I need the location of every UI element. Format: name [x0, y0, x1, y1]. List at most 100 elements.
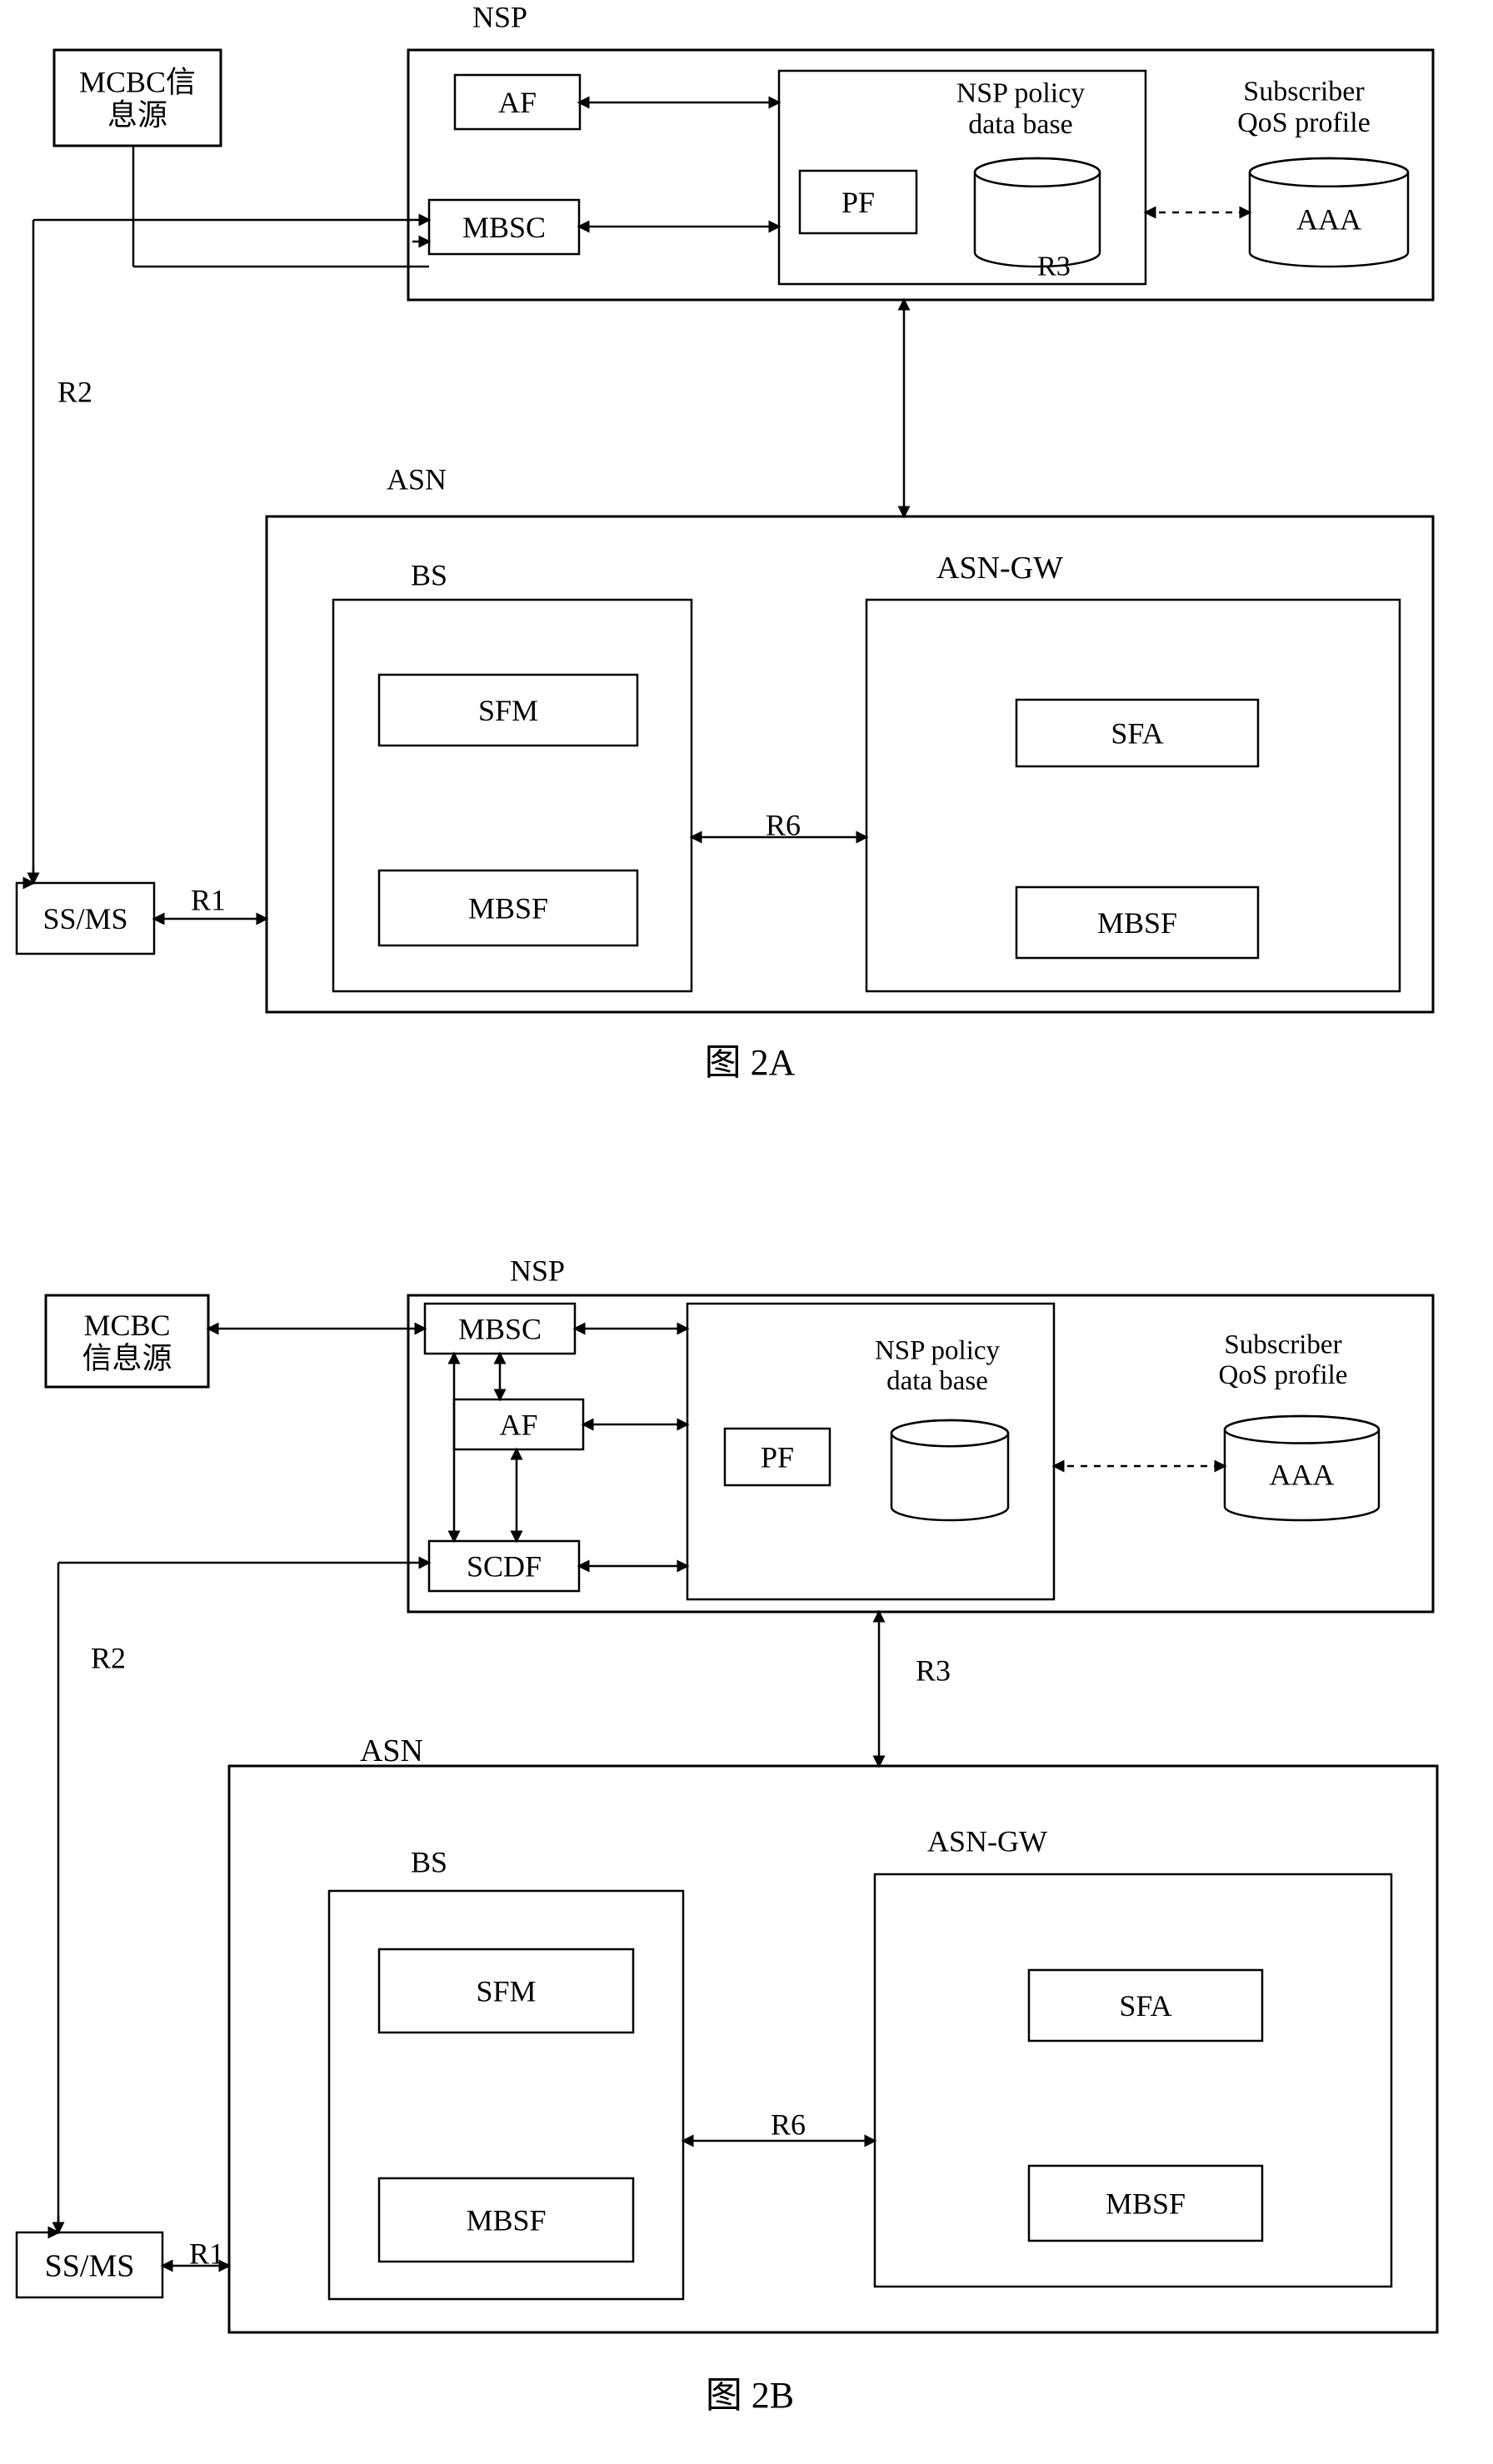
box-bs_box_b — [329, 1891, 683, 2299]
tspan: MBSF — [1106, 2187, 1186, 2221]
tspan: R3 — [916, 1653, 951, 1687]
tspan: data base — [886, 1366, 988, 1396]
tspan: SS/MS — [45, 2248, 135, 2283]
label-sub_qos_label_b: SubscriberQoS profile — [1219, 1330, 1348, 1390]
tspan: NSP policy — [875, 1336, 1001, 1366]
tspan: SFA — [1111, 717, 1163, 751]
label-r3_label_a: R3 — [1037, 252, 1071, 282]
label-nsp_policy_label_b: NSP policydata base — [875, 1336, 1001, 1396]
tspan: NSP policy — [956, 78, 1086, 109]
label-sub_qos_label_a: SubscriberQoS profile — [1237, 77, 1371, 138]
label-mcbc_a: MCBC信息源 — [79, 65, 196, 132]
tspan: R2 — [91, 1641, 126, 1674]
tspan: MCBC — [83, 1309, 170, 1342]
tspan: NSP — [510, 1254, 565, 1287]
tspan: ASN — [387, 462, 447, 496]
tspan: AAA — [1296, 202, 1361, 236]
tspan: MBSF — [1097, 906, 1177, 940]
label-mbsf2_b: MBSF — [1106, 2187, 1186, 2221]
tspan: 图 2A — [705, 1042, 796, 1083]
tspan: QoS profile — [1237, 107, 1371, 138]
path — [891, 1420, 1008, 1520]
tspan: R1 — [189, 2237, 224, 2270]
label-nsp_policy_label_a: NSP policydata base — [956, 78, 1086, 140]
label-mbsf2_a: MBSF — [1097, 906, 1177, 940]
tspan: SS/MS — [42, 902, 127, 935]
tspan: AF — [499, 1409, 537, 1442]
tspan: NSP — [472, 0, 527, 33]
label-r6_label_a: R6 — [766, 808, 801, 841]
tspan: MBSF — [468, 892, 548, 925]
label-r6_label_b: R6 — [771, 2107, 806, 2141]
ellipse — [1250, 158, 1408, 187]
label-asngw_label_b: ASN-GW — [927, 1824, 1047, 1858]
tspan: QoS profile — [1219, 1360, 1348, 1390]
tspan: 息源 — [107, 98, 167, 132]
tspan: ASN — [360, 1733, 423, 1768]
label-mbsc_a: MBSC — [462, 211, 546, 244]
label-af_a: AF — [498, 86, 537, 119]
label-bs_label_a: BS — [411, 558, 447, 591]
label-nsp_label_b: NSP — [510, 1254, 565, 1287]
tspan: AF — [498, 86, 537, 119]
label-r3_label_b: R3 — [916, 1653, 951, 1687]
label-r1_label_a: R1 — [191, 883, 226, 916]
tspan: ASN-GW — [936, 551, 1063, 586]
ellipse — [975, 158, 1100, 187]
text: 图 2B — [706, 2375, 794, 2416]
tspan: MBSF — [466, 2204, 546, 2237]
label-mbsc_b: MBSC — [458, 1313, 542, 1346]
label-pf_a: PF — [841, 186, 875, 219]
text: AAA — [1270, 1459, 1335, 1492]
tspan: MBSC — [462, 211, 546, 244]
tspan: 图 2B — [706, 2375, 794, 2416]
label-ssms_a: SS/MS — [42, 902, 127, 935]
label-sfa_a: SFA — [1111, 717, 1163, 751]
label-af_b: AF — [499, 1409, 537, 1442]
tspan: data base — [968, 109, 1073, 140]
tspan: BS — [411, 558, 447, 591]
tspan: 信息源 — [82, 1341, 172, 1374]
ellipse — [891, 1420, 1008, 1446]
label-r1_label_b: R1 — [189, 2237, 224, 2270]
label-asngw_label_a: ASN-GW — [936, 551, 1063, 586]
tspan: MBSC — [458, 1313, 542, 1346]
tspan: R3 — [1037, 252, 1071, 282]
label-r2_label_a: R2 — [57, 375, 92, 408]
tspan: PF — [841, 186, 875, 219]
tspan: ASN-GW — [927, 1824, 1047, 1858]
label-ssms_b: SS/MS — [45, 2248, 135, 2283]
tspan: R6 — [766, 808, 801, 841]
label-nsp_a: NSP — [472, 0, 527, 33]
label-bs_label_b: BS — [411, 1845, 447, 1878]
label-r2_label_b: R2 — [91, 1641, 126, 1674]
label-sfm_b: SFM — [476, 1975, 536, 2008]
label-sfa_b: SFA — [1119, 1989, 1171, 2023]
tspan: R1 — [191, 883, 226, 916]
tspan: SFA — [1119, 1989, 1171, 2023]
tspan: R2 — [57, 375, 92, 408]
tspan: AAA — [1270, 1459, 1335, 1492]
tspan: SCDF — [467, 1550, 542, 1584]
label-scdf_b: SCDF — [467, 1550, 542, 1584]
ellipse — [1225, 1416, 1379, 1444]
tspan: Subscriber — [1224, 1330, 1341, 1360]
label-mbsf_b: MBSF — [466, 2204, 546, 2237]
tspan: R6 — [771, 2107, 806, 2141]
label-pf_b: PF — [761, 1441, 794, 1474]
text: AAA — [1296, 202, 1361, 236]
tspan: SFM — [476, 1975, 536, 2008]
text: 图 2A — [705, 1042, 796, 1083]
path — [975, 158, 1100, 267]
label-mcbc_b: MCBC信息源 — [82, 1309, 172, 1375]
tspan: SFM — [478, 694, 538, 727]
label-asn_label_b: ASN — [360, 1733, 423, 1768]
label-asn_label_a: ASN — [387, 462, 447, 496]
tspan: PF — [761, 1441, 794, 1474]
label-sfm_a: SFM — [478, 694, 538, 727]
label-mbsf_a: MBSF — [468, 892, 548, 925]
tspan: BS — [411, 1845, 447, 1878]
tspan: Subscriber — [1243, 77, 1365, 107]
tspan: MCBC信 — [79, 65, 196, 98]
box-asngw_box_b — [875, 1874, 1391, 2287]
